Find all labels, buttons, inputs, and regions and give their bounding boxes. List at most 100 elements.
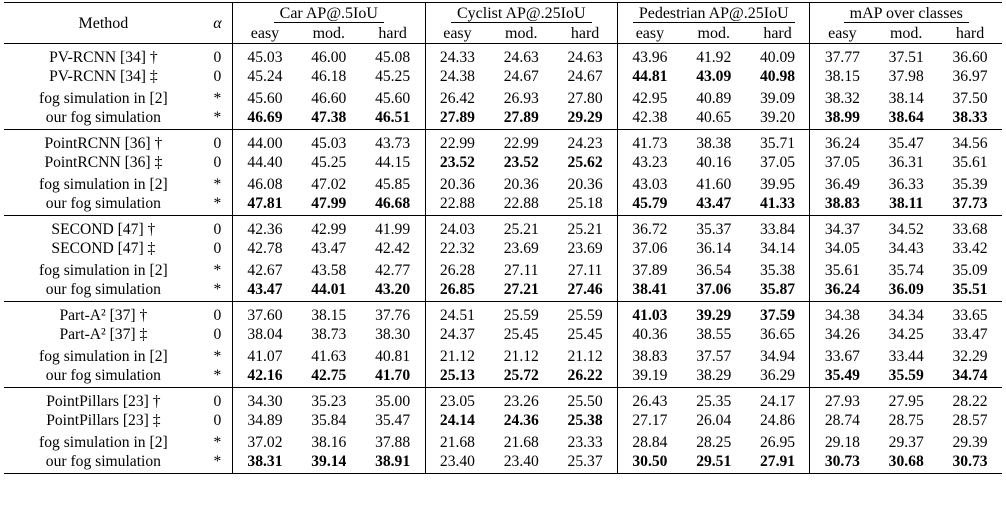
value-cell: 35.49 (809, 366, 875, 388)
value-cell: 30.73 (809, 452, 875, 474)
value-cell: 25.18 (567, 195, 603, 212)
alpha-cell: * (213, 109, 222, 126)
value-cell: 36.24 (809, 129, 875, 153)
method-cell: Part-A² [37] ‡ (59, 326, 148, 343)
alpha-cell: * (213, 281, 222, 298)
value-cell: 46.51 (375, 109, 411, 126)
value-cell: 23.40 (424, 452, 490, 474)
cyclist-header: Cyclist AP@.25IoU (424, 2, 618, 24)
value-cell: 46.60 (311, 90, 347, 107)
method-cell: our fog simulation (45, 281, 161, 298)
value-cell: 37.05 (809, 153, 875, 172)
alpha-cell: * (213, 434, 222, 451)
value-cell: 37.89 (616, 258, 682, 280)
value-cell: 41.07 (232, 344, 297, 366)
map-header: mAP over classes (809, 2, 1002, 24)
value-cell: 36.24 (809, 280, 875, 302)
value-cell: 35.37 (696, 221, 732, 238)
value-cell: 43.73 (375, 135, 411, 152)
value-cell: 44.01 (311, 281, 347, 298)
value-cell: 37.50 (952, 90, 988, 107)
value-cell: 45.60 (232, 86, 297, 108)
value-cell: 24.17 (760, 393, 796, 410)
value-cell: 27.11 (504, 262, 539, 279)
value-cell: 34.37 (809, 215, 875, 239)
table-row: fog simulation in [2] * 37.02 38.16 37.88 21.… (4, 430, 1002, 452)
value-cell: 35.51 (952, 281, 988, 298)
value-cell: 27.93 (809, 387, 875, 411)
table-row: Part-A² [37] ‡ 0 38.04 38.73 38.30 24.37 25.45… (4, 325, 1002, 344)
value-cell: 38.73 (311, 326, 347, 343)
method-cell: PointPillars [23] † (46, 393, 161, 410)
value-cell: 37.73 (952, 195, 988, 212)
value-cell: 41.73 (616, 129, 682, 153)
value-cell: 40.98 (760, 68, 796, 85)
value-cell: 23.33 (567, 434, 603, 451)
table-row: PV-RCNN [34] † 0 45.03 46.00 45.08 24.33 24.63… (4, 43, 1002, 67)
value-cell: 26.95 (760, 434, 796, 451)
value-cell: 34.26 (809, 325, 875, 344)
value-cell: 29.29 (567, 109, 603, 126)
value-cell: 39.29 (696, 307, 732, 324)
value-cell: 26.85 (424, 280, 490, 302)
value-cell: 25.59 (567, 307, 603, 324)
value-cell: 27.21 (503, 281, 539, 298)
value-cell: 23.69 (567, 240, 603, 257)
table-row: PV-RCNN [34] ‡ 0 45.24 46.18 45.25 24.38 24.67… (4, 67, 1002, 86)
value-cell: 27.46 (567, 281, 603, 298)
value-cell: 25.72 (503, 367, 539, 384)
value-cell: 25.21 (503, 221, 539, 238)
value-cell: 46.08 (232, 172, 297, 194)
value-cell: 30.50 (616, 452, 682, 474)
value-cell: 29.18 (809, 430, 875, 452)
method-cell: SECOND [47] † (51, 221, 156, 238)
value-cell: 37.57 (696, 348, 732, 365)
alpha-header: α (213, 14, 222, 32)
value-cell: 34.52 (888, 221, 924, 238)
value-cell: 34.30 (232, 387, 297, 411)
value-cell: 25.21 (567, 221, 603, 238)
value-cell: 35.59 (888, 367, 924, 384)
value-cell: 36.54 (696, 262, 732, 279)
alpha-cell: 0 (213, 326, 222, 343)
table-row: SECOND [47] † 0 42.36 42.99 41.99 24.03 25.21 2… (4, 215, 1002, 239)
value-cell: 22.99 (424, 129, 490, 153)
value-cell: 35.47 (375, 412, 411, 429)
value-cell: 40.36 (616, 325, 682, 344)
value-cell: 24.37 (424, 325, 490, 344)
value-cell: 28.84 (616, 430, 682, 452)
value-cell: 42.99 (311, 221, 347, 238)
value-cell: 36.09 (888, 281, 924, 298)
value-cell: 24.33 (424, 43, 490, 67)
subheader-easy: easy (424, 24, 490, 44)
method-cell: our fog simulation (45, 109, 161, 126)
value-cell: 34.94 (760, 348, 796, 365)
value-cell: 45.25 (375, 68, 411, 85)
alpha-cell: 0 (213, 221, 222, 238)
value-cell: 40.16 (696, 154, 732, 171)
value-cell: 27.11 (567, 262, 603, 279)
value-cell: 37.59 (760, 307, 796, 324)
subheader-easy: easy (809, 24, 875, 44)
table-row: PointPillars [23] † 0 34.30 35.23 35.00 23.05… (4, 387, 1002, 411)
value-cell: 34.25 (888, 326, 924, 343)
value-cell: 43.23 (616, 153, 682, 172)
value-cell: 26.04 (696, 412, 732, 429)
method-cell: fog simulation in [2] (39, 176, 168, 193)
table-row: fog simulation in [2] * 41.07 41.63 40.81 21.… (4, 344, 1002, 366)
subheader-hard: hard (955, 25, 985, 42)
subheader-hard: hard (763, 25, 792, 42)
value-cell: 36.14 (696, 240, 732, 257)
value-cell: 27.80 (567, 90, 603, 107)
value-cell: 37.77 (809, 43, 875, 67)
value-cell: 34.34 (888, 307, 924, 324)
value-cell: 38.11 (889, 195, 924, 212)
value-cell: 25.59 (503, 307, 539, 324)
value-cell: 24.51 (424, 301, 490, 325)
value-cell: 38.15 (311, 307, 347, 324)
value-cell: 37.60 (232, 301, 297, 325)
value-cell: 39.19 (616, 366, 682, 388)
value-cell: 46.69 (232, 108, 297, 130)
value-cell: 41.70 (375, 367, 411, 384)
value-cell: 38.31 (232, 452, 297, 474)
